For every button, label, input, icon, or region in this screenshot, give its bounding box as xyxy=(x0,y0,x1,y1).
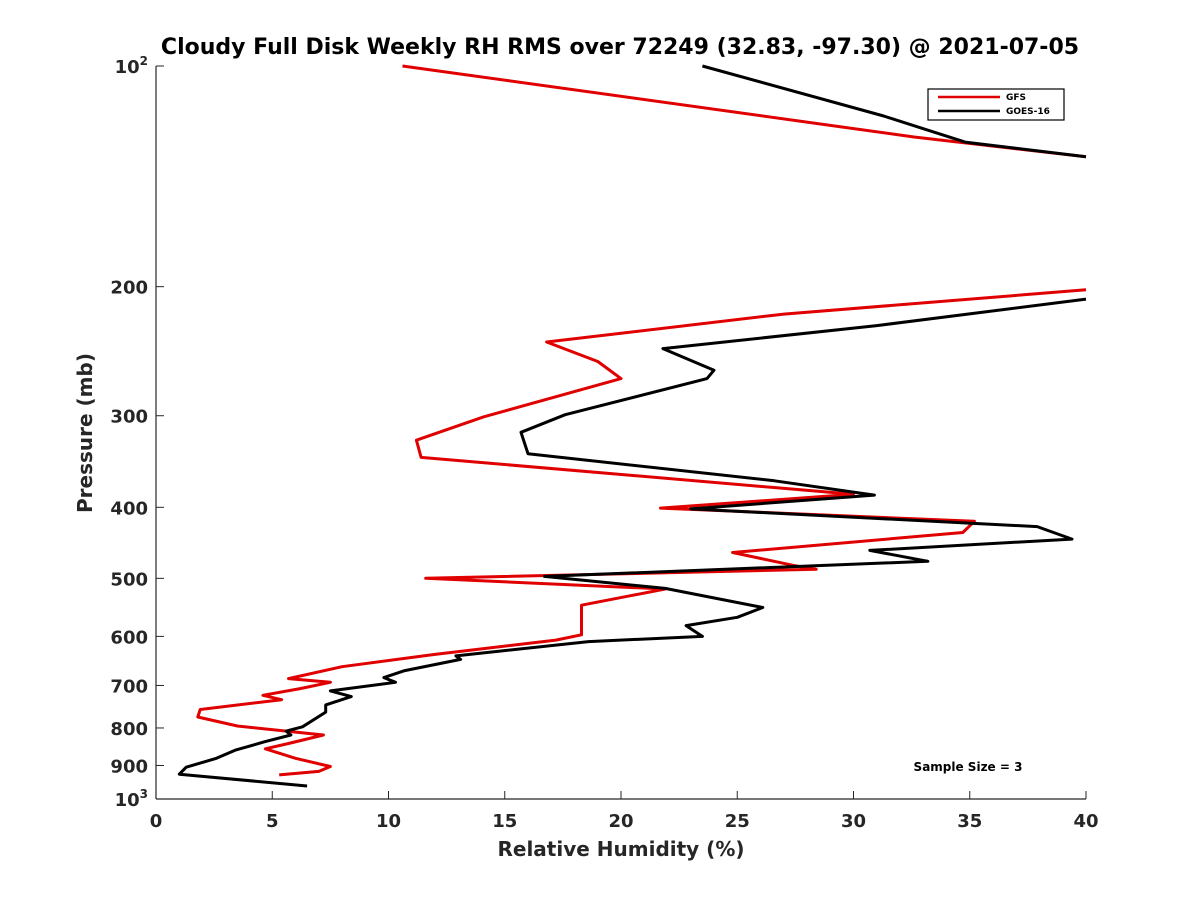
y-tick-label: 500 xyxy=(110,569,148,590)
y-tick-label: 700 xyxy=(110,676,148,697)
chart-title: Cloudy Full Disk Weekly RH RMS over 7224… xyxy=(161,35,1079,60)
sample-size-annotation: Sample Size = 3 xyxy=(914,760,1023,774)
x-tick-label: 25 xyxy=(725,811,750,832)
y-tick-label: 600 xyxy=(110,627,148,648)
x-tick-label: 10 xyxy=(376,811,401,832)
y-tick-label: 200 xyxy=(110,278,148,299)
series-line-gfs-segment-2 xyxy=(196,288,1087,777)
legend-label-gfs: GFS xyxy=(1006,93,1026,103)
legend-label-goes16: GOES-16 xyxy=(1006,107,1050,117)
y-tick-label: 300 xyxy=(110,407,148,428)
y-tick-label: 102 xyxy=(115,54,148,78)
x-tick-label: 0 xyxy=(150,811,163,832)
x-tick-label: 30 xyxy=(841,811,866,832)
series-line-goes16-segment-2 xyxy=(177,297,1087,788)
series-layer xyxy=(177,64,1087,788)
x-tick-label: 5 xyxy=(266,811,279,832)
x-tick-label: 20 xyxy=(608,811,633,832)
y-axis-label: Pressure (mb) xyxy=(73,353,97,513)
x-tick-label: 35 xyxy=(957,811,982,832)
y-tick-label: 900 xyxy=(110,756,148,777)
legend: GFS GOES-16 xyxy=(927,88,1065,121)
x-tick-label: 40 xyxy=(1073,811,1098,832)
y-ticks: 102 200 300 400 500 600 700 800 900 103 xyxy=(110,54,164,811)
x-axis-label: Relative Humidity (%) xyxy=(497,837,744,861)
series-line-goes16-segment-1 xyxy=(702,64,1087,159)
y-tick-label: 800 xyxy=(110,719,148,740)
x-ticks: 0 5 10 15 20 25 30 35 40 xyxy=(150,791,1099,832)
y-tick-label: 400 xyxy=(110,498,148,519)
y-tick-label: 103 xyxy=(115,787,148,811)
x-tick-label: 15 xyxy=(492,811,517,832)
legend-box xyxy=(927,88,1065,121)
